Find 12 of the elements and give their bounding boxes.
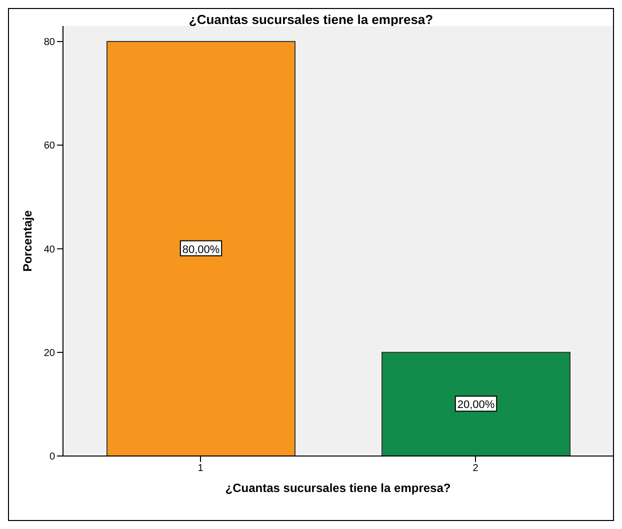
y-tick-label: 40	[44, 244, 56, 256]
data-label: 80,00%	[182, 244, 220, 256]
chart-title: ¿Cuantas sucursales tiene la empresa?	[188, 12, 434, 27]
y-tick-label: 60	[44, 140, 56, 152]
y-tick-label: 0	[49, 452, 56, 463]
y-tick-label: 20	[44, 348, 56, 359]
x-tick-label: 1	[198, 463, 204, 474]
data-label: 20,00%	[457, 399, 495, 412]
x-axis-title: ¿Cuantas sucursales tiene la empresa?	[225, 481, 451, 495]
x-tick-label: 2	[472, 463, 479, 474]
y-axis-title: Porcentaje	[20, 210, 34, 272]
y-tick-label: 80	[44, 37, 56, 48]
